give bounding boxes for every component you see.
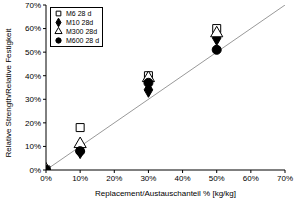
svg-text:40%: 40% bbox=[25, 72, 41, 81]
html-text:M300 28d: M300 28d bbox=[66, 28, 98, 35]
svg-text:0%: 0% bbox=[40, 174, 52, 183]
svg-text:Relative Strength/Relative Fes: Relative Strength/Relative Festigkeit bbox=[8, 28, 13, 158]
svg-text:30%: 30% bbox=[25, 95, 41, 104]
svg-text:40%: 40% bbox=[175, 174, 191, 183]
svg-text:70%: 70% bbox=[277, 174, 292, 183]
svg-text:60%: 60% bbox=[25, 24, 41, 33]
svg-text:50%: 50% bbox=[25, 48, 41, 57]
svg-text:70%: 70% bbox=[25, 1, 41, 10]
svg-text:50%: 50% bbox=[209, 174, 225, 183]
svg-text:10%: 10% bbox=[25, 142, 41, 151]
svg-text:0%: 0% bbox=[29, 166, 41, 175]
svg-text:10%: 10% bbox=[72, 174, 88, 183]
svg-text:30%: 30% bbox=[140, 174, 156, 183]
svg-text:Replacement/Austauschanteil %: Replacement/Austauschanteil % [kg/kg] bbox=[95, 189, 236, 198]
svg-text:60%: 60% bbox=[243, 174, 259, 183]
html-text:M10 28d: M10 28d bbox=[66, 19, 94, 26]
svg-text:20%: 20% bbox=[106, 174, 122, 183]
svg-text:20%: 20% bbox=[25, 119, 41, 128]
html-text:M600 28 d: M600 28 d bbox=[66, 37, 100, 44]
html-text:M6 28 d: M6 28 d bbox=[66, 10, 92, 17]
